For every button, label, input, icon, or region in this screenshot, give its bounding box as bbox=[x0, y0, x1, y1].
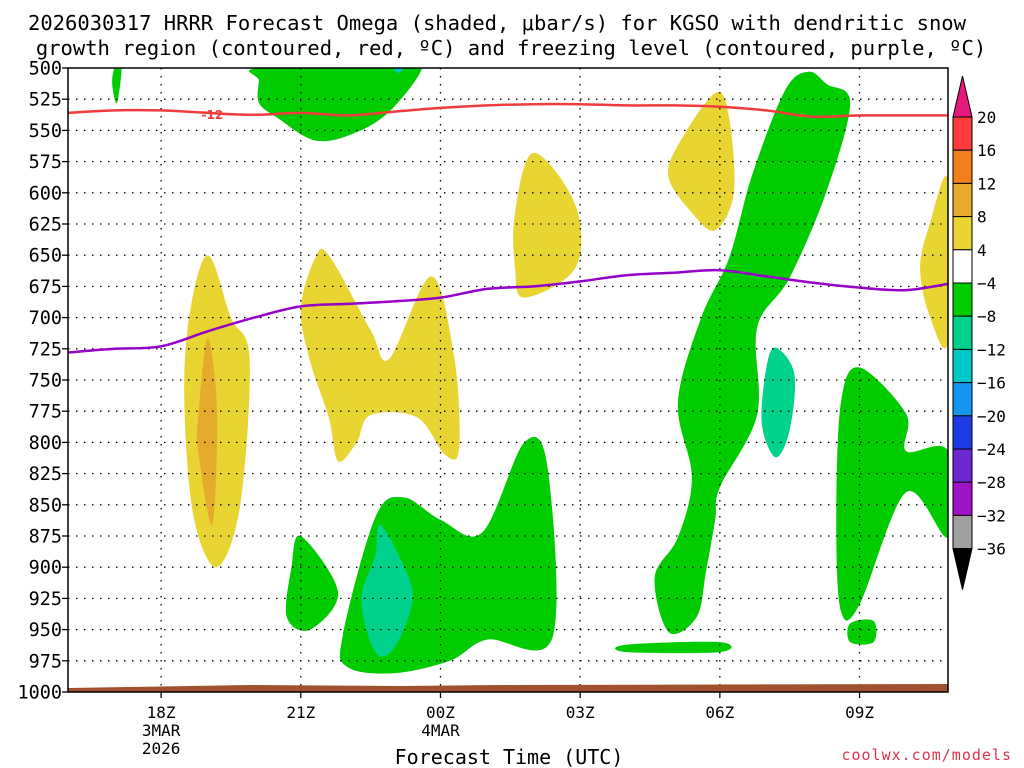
omega-region-2 bbox=[249, 68, 422, 142]
chart-title-line-2: growth region (contoured, red, ºC) and f… bbox=[36, 36, 986, 60]
chart-title-line-1: 2026030317 HRRR Forecast Omega (shaded, … bbox=[28, 11, 967, 35]
colorbar-label: −28 bbox=[977, 473, 1006, 492]
watermark: coolwx.com/models bbox=[841, 746, 1012, 764]
colorbar-segment bbox=[952, 514, 973, 550]
omega-region-17 bbox=[393, 68, 404, 73]
y-tick-label: 525 bbox=[29, 90, 62, 111]
colorbar-label: 8 bbox=[977, 208, 987, 227]
omega-shading bbox=[112, 68, 948, 674]
y-tick-label: 775 bbox=[29, 402, 62, 423]
x-tick-label: 2026 bbox=[142, 739, 181, 758]
omega-region-4 bbox=[615, 641, 732, 654]
omega-region-1 bbox=[112, 68, 122, 104]
y-tick-label: 550 bbox=[29, 121, 62, 142]
colorbar-segment bbox=[952, 415, 973, 450]
colorbar-label: −24 bbox=[977, 440, 1006, 459]
colorbar-legend: 20 16 12 8 4 −4 −8 −12 −16 −20 −24 −28 −32 −36 bbox=[952, 75, 1006, 590]
omega-region-7 bbox=[285, 535, 339, 631]
colorbar-label: −4 bbox=[977, 274, 996, 293]
dendritic-line-label: -12 bbox=[201, 108, 223, 122]
colorbar-segment bbox=[952, 282, 973, 317]
y-tick-label: 975 bbox=[29, 651, 62, 672]
surface-ground bbox=[68, 684, 948, 692]
y-tick-label: 575 bbox=[29, 152, 62, 173]
y-tick-label: 600 bbox=[29, 183, 62, 204]
y-axis: 500 525 550 575 600 625 650 675 700 725 750 775 800 8… bbox=[17, 59, 68, 704]
y-tick-label: 900 bbox=[29, 558, 62, 579]
omega-region-15 bbox=[361, 524, 413, 657]
x-tick-label: 00Z bbox=[426, 703, 455, 722]
y-tick-label: 925 bbox=[29, 589, 62, 610]
colorbar-bottom-arrow bbox=[952, 548, 973, 590]
colorbar-label: 20 bbox=[977, 108, 996, 127]
omega-region-10 bbox=[300, 248, 460, 462]
x-tick-label: 06Z bbox=[705, 703, 734, 722]
y-tick-label: 725 bbox=[29, 339, 62, 360]
omega-region-3 bbox=[654, 71, 851, 635]
colorbar-segment bbox=[952, 149, 973, 184]
x-tick-label: 03Z bbox=[566, 703, 595, 722]
y-tick-label: 800 bbox=[29, 433, 62, 454]
y-tick-label: 675 bbox=[29, 277, 62, 298]
freezing-level-line bbox=[68, 268, 948, 354]
colorbar-top-arrow bbox=[952, 75, 973, 118]
colorbar-segment bbox=[952, 348, 973, 384]
colorbar-segment bbox=[952, 182, 973, 218]
colorbar-label: −32 bbox=[977, 506, 1006, 525]
colorbar-label: 4 bbox=[977, 241, 987, 260]
omega-region-14 bbox=[196, 337, 218, 526]
colorbar-segment bbox=[952, 315, 973, 350]
x-tick-label: 09Z bbox=[845, 703, 874, 722]
y-tick-label: 700 bbox=[29, 308, 62, 329]
omega-region-16 bbox=[761, 347, 796, 458]
omega-region-11 bbox=[513, 152, 582, 298]
contour-lines: -12 bbox=[68, 102, 948, 354]
y-tick-label: 875 bbox=[29, 527, 62, 548]
colorbar-label: −36 bbox=[977, 540, 1006, 559]
x-tick-label: 4MAR bbox=[421, 721, 460, 740]
colorbar-segment bbox=[952, 382, 973, 417]
x-axis-label: Forecast Time (UTC) bbox=[395, 745, 624, 768]
omega-region-6 bbox=[836, 367, 948, 621]
colorbar-label: −8 bbox=[977, 307, 996, 326]
colorbar-segment bbox=[952, 116, 973, 151]
y-tick-label: 850 bbox=[29, 495, 62, 516]
dendritic-growth-line bbox=[68, 102, 948, 119]
colorbar-segment bbox=[952, 249, 973, 284]
y-tick-label: 825 bbox=[29, 464, 62, 485]
colorbar-label: −16 bbox=[977, 374, 1006, 393]
colorbar-label: −12 bbox=[977, 340, 1006, 359]
x-tick-label: 21Z bbox=[286, 703, 315, 722]
colorbar-label: 12 bbox=[977, 174, 996, 193]
y-tick-label: 625 bbox=[29, 215, 62, 236]
y-tick-label: 750 bbox=[29, 371, 62, 392]
y-tick-label: 1000 bbox=[17, 683, 62, 704]
x-tick-label: 18Z bbox=[147, 703, 176, 722]
y-tick-label: 650 bbox=[29, 246, 62, 267]
y-tick-label: 500 bbox=[29, 59, 62, 80]
colorbar-label: −20 bbox=[977, 407, 1006, 426]
colorbar-label: 16 bbox=[977, 141, 996, 160]
colorbar-segment bbox=[952, 481, 973, 516]
colorbar-segment bbox=[952, 216, 973, 251]
colorbar-segment bbox=[952, 448, 973, 483]
y-tick-label: 950 bbox=[29, 620, 62, 641]
omega-region-13 bbox=[920, 176, 948, 349]
omega-region-5 bbox=[847, 619, 877, 645]
x-tick-label: 3MAR bbox=[142, 721, 181, 740]
